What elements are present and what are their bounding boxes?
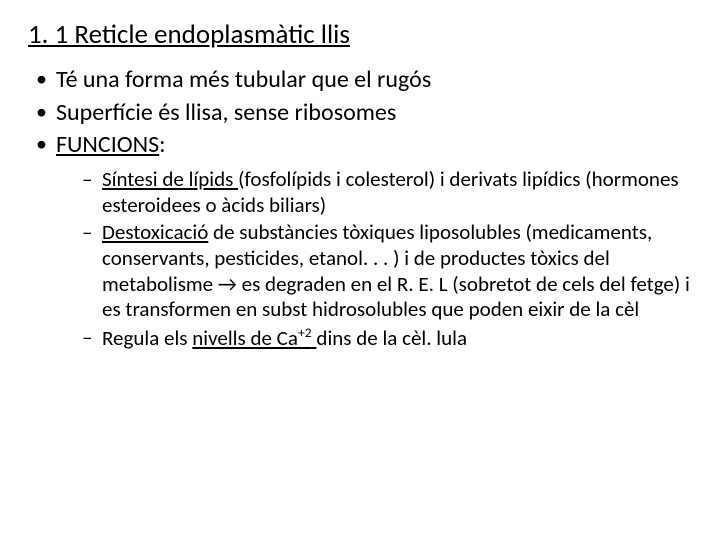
bullet-item-functions: FUNCIONS: Síntesi de lípids (fosfolípids… xyxy=(28,130,692,351)
sub-text: dins de la cèl. lula xyxy=(316,325,467,351)
sub-bullet-item: Síntesi de lípids (fosfolípids i coleste… xyxy=(78,167,692,218)
ca-text: nivells de Ca xyxy=(192,325,298,351)
colon: : xyxy=(159,130,165,159)
sub-text: Regula els xyxy=(102,325,192,351)
bullet-item: Té una forma més tubular que el rugós xyxy=(28,65,692,96)
bullet-item: Superfície és llisa, sense ribosomes xyxy=(28,98,692,129)
sub-bullet-item: Regula els nivells de Ca+2 dins de la cè… xyxy=(78,325,692,352)
superscript: +2 xyxy=(298,324,312,341)
slide-title: 1. 1 Reticle endoplasmàtic llis xyxy=(28,18,692,51)
sub-underline: Destoxicació xyxy=(102,219,208,245)
sub-bullet-item: Destoxicació de substàncies tòxiques lip… xyxy=(78,220,692,322)
functions-label: FUNCIONS xyxy=(56,130,159,159)
bullet-list-level2: Síntesi de lípids (fosfolípids i coleste… xyxy=(56,167,692,351)
sub-underline: Síntesi de lípids xyxy=(102,166,238,192)
sub-underline: nivells de Ca+2 xyxy=(192,325,316,351)
bullet-list-level1: Té una forma més tubular que el rugós Su… xyxy=(28,65,692,351)
